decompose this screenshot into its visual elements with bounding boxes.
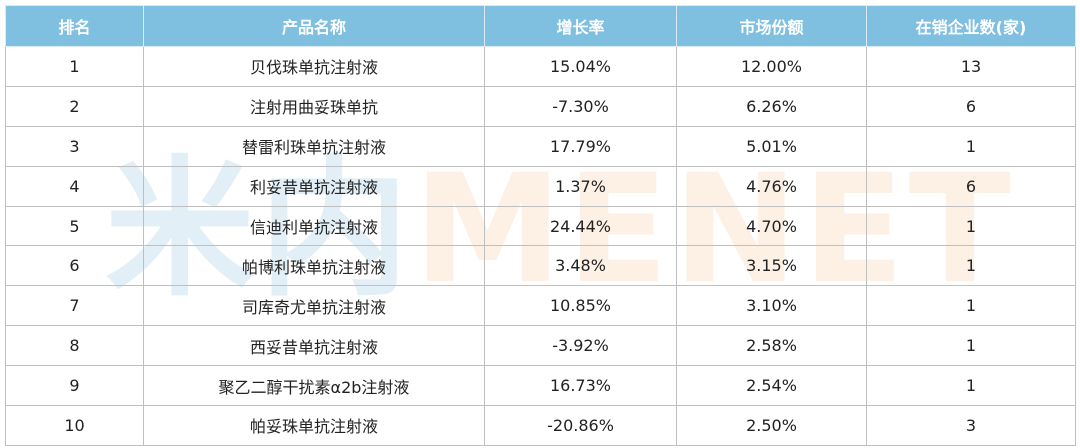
table-cell: 6 xyxy=(866,165,1076,207)
table-cell: 1 xyxy=(866,365,1076,407)
table-row: 9 聚乙二醇干扰素α2b注射液 16.73% 2.54% 1 xyxy=(5,365,1076,407)
table-cell: 1 xyxy=(866,125,1076,167)
table-cell: 2.50% xyxy=(676,405,867,446)
table-cell: 贝伐珠单抗注射液 xyxy=(143,46,485,87)
table-cell: 替雷利珠单抗注射液 xyxy=(143,125,485,167)
table-cell: 西妥昔单抗注射液 xyxy=(143,325,485,367)
table-cell: 8 xyxy=(5,325,144,367)
table-container: 米内MENET 排名 产品名称 增长率 市场份额 在销企业数(家) 1 贝伐珠单抗注射液 1… xyxy=(5,5,1076,446)
table-cell: 6.26% xyxy=(676,85,867,127)
header-cell: 排名 xyxy=(5,5,144,47)
table-cell: 10.85% xyxy=(484,285,677,327)
table-cell: 利妥昔单抗注射液 xyxy=(143,165,485,207)
table-cell: 注射用曲妥珠单抗 xyxy=(143,85,485,127)
table-row: 7 司库奇尤单抗注射液 10.85% 3.10% 1 xyxy=(5,285,1076,327)
table-cell: 3.15% xyxy=(676,245,867,287)
table-cell: 3 xyxy=(5,125,144,167)
table-cell: 帕妥珠单抗注射液 xyxy=(143,405,485,446)
table-cell: 4 xyxy=(5,165,144,207)
table-row: 1 贝伐珠单抗注射液 15.04% 12.00% 13 xyxy=(5,46,1076,87)
table-cell: 10 xyxy=(5,405,144,446)
table-cell: 16.73% xyxy=(484,365,677,407)
table-cell: 9 xyxy=(5,365,144,407)
table-cell: 1 xyxy=(866,325,1076,367)
header-cell: 在销企业数(家) xyxy=(866,5,1076,47)
table-cell: 5 xyxy=(5,205,144,247)
data-table: 排名 产品名称 增长率 市场份额 在销企业数(家) 1 贝伐珠单抗注射液 15.04% 12.… xyxy=(5,5,1076,446)
table-cell: 帕博利珠单抗注射液 xyxy=(143,245,485,287)
table-cell: 15.04% xyxy=(484,46,677,87)
table-cell: 2 xyxy=(5,85,144,127)
table-cell: 4.76% xyxy=(676,165,867,207)
table-cell: 4.70% xyxy=(676,205,867,247)
table-cell: 2.58% xyxy=(676,325,867,367)
table-row: 4 利妥昔单抗注射液 1.37% 4.76% 6 xyxy=(5,165,1076,207)
table-row: 2 注射用曲妥珠单抗 -7.30% 6.26% 6 xyxy=(5,85,1076,127)
table-cell: 5.01% xyxy=(676,125,867,167)
table-cell: 1 xyxy=(5,46,144,87)
table-cell: 2.54% xyxy=(676,365,867,407)
table-cell: 24.44% xyxy=(484,205,677,247)
table-cell: 1 xyxy=(866,245,1076,287)
table-cell: 3 xyxy=(866,405,1076,446)
table-cell: 17.79% xyxy=(484,125,677,167)
table-cell: 1 xyxy=(866,285,1076,327)
table-row: 10 帕妥珠单抗注射液 -20.86% 2.50% 3 xyxy=(5,405,1076,446)
table-cell: 6 xyxy=(866,85,1076,127)
table-cell: 1 xyxy=(866,205,1076,247)
table-row: 8 西妥昔单抗注射液 -3.92% 2.58% 1 xyxy=(5,325,1076,367)
table-row: 5 信迪利单抗注射液 24.44% 4.70% 1 xyxy=(5,205,1076,247)
table-cell: 信迪利单抗注射液 xyxy=(143,205,485,247)
table-cell: 12.00% xyxy=(676,46,867,87)
table-cell: 3.10% xyxy=(676,285,867,327)
table-cell: -7.30% xyxy=(484,85,677,127)
header-cell: 增长率 xyxy=(484,5,677,47)
table-cell: 聚乙二醇干扰素α2b注射液 xyxy=(143,365,485,407)
table-cell: 7 xyxy=(5,285,144,327)
header-cell: 市场份额 xyxy=(676,5,867,47)
table-cell: 13 xyxy=(866,46,1076,87)
table-cell: -3.92% xyxy=(484,325,677,367)
table-row: 3 替雷利珠单抗注射液 17.79% 5.01% 1 xyxy=(5,125,1076,167)
header-cell: 产品名称 xyxy=(143,5,485,47)
table-cell: 6 xyxy=(5,245,144,287)
table-cell: 1.37% xyxy=(484,165,677,207)
table-cell: 3.48% xyxy=(484,245,677,287)
table-row: 6 帕博利珠单抗注射液 3.48% 3.15% 1 xyxy=(5,245,1076,287)
table-cell: 司库奇尤单抗注射液 xyxy=(143,285,485,327)
table-cell: -20.86% xyxy=(484,405,677,446)
header-row: 排名 产品名称 增长率 市场份额 在销企业数(家) xyxy=(5,5,1076,47)
